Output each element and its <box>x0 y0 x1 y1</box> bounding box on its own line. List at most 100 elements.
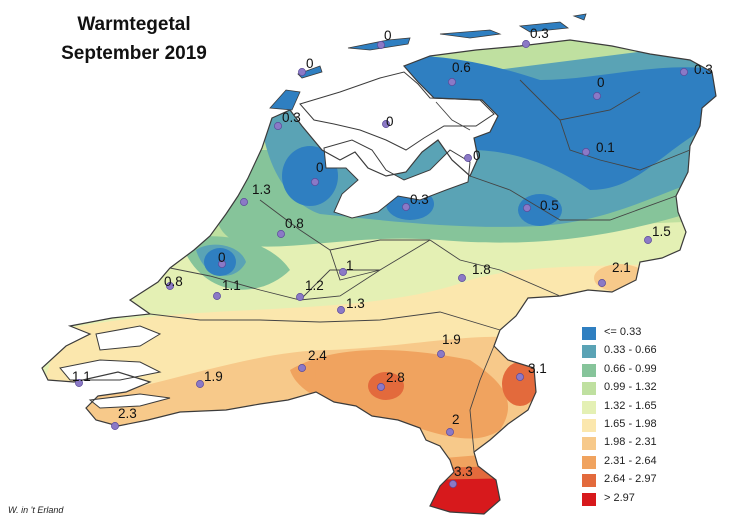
station-dot <box>458 274 466 282</box>
station-dot <box>644 236 652 244</box>
station-value-label: 2.4 <box>308 348 327 363</box>
legend-swatch <box>582 492 596 506</box>
station-value-label: 1.8 <box>472 262 491 277</box>
weather-station: 1.9 <box>196 369 223 388</box>
station-dot <box>274 122 282 130</box>
station-value-label: 3.3 <box>454 464 473 479</box>
station-dot <box>437 350 445 358</box>
weather-station: 1.5 <box>644 224 671 244</box>
map-title: Warmtegetal September 2019 <box>34 10 234 68</box>
weather-station: 1.3 <box>337 296 365 314</box>
legend-label: 1.65 - 1.98 <box>604 418 657 430</box>
station-value-label: 1.9 <box>204 369 223 384</box>
legend-label: 0.99 - 1.32 <box>604 381 657 394</box>
station-value-label: 2 <box>452 412 460 427</box>
legend-label: 0.33 - 0.66 <box>604 344 657 357</box>
legend-item: 1.32 - 1.65 <box>582 399 722 417</box>
station-dot <box>277 230 285 238</box>
map-title-line-2: September 2019 <box>61 43 207 64</box>
station-value-label: 0.3 <box>282 110 301 125</box>
station-dot <box>196 380 204 388</box>
station-dot <box>377 383 385 391</box>
legend-swatch <box>582 419 596 432</box>
station-dot <box>111 422 119 430</box>
station-value-label: 0 <box>473 148 481 163</box>
station-value-label: 0 <box>316 160 324 175</box>
station-value-label: 1.5 <box>652 224 671 239</box>
weather-station: 1.3 <box>240 182 271 206</box>
station-value-label: 0.3 <box>694 62 713 77</box>
weather-station: 0.3 <box>522 26 549 48</box>
station-value-label: 0 <box>306 56 314 71</box>
station-value-label: 2.1 <box>612 260 631 275</box>
weather-station: 0 <box>218 250 226 268</box>
station-value-label: 1.3 <box>346 296 365 311</box>
weather-station: 1.9 <box>437 332 461 358</box>
weather-station: 1 <box>339 258 354 276</box>
station-value-label: 0.3 <box>530 26 549 41</box>
weather-station: 0 <box>464 148 481 163</box>
station-value-label: 0.8 <box>285 216 304 231</box>
station-value-label: 0 <box>218 250 226 265</box>
station-dot <box>311 178 319 186</box>
weather-station: 1.8 <box>458 262 491 282</box>
legend-label: 2.31 - 2.64 <box>604 454 657 467</box>
legend-swatch <box>582 400 596 414</box>
weather-station: 2.4 <box>298 348 327 372</box>
weather-station: 0.8 <box>277 216 304 238</box>
legend-label: <= 0.33 <box>604 326 642 338</box>
island-ameland <box>439 29 502 39</box>
station-dot <box>298 364 306 372</box>
island-schiermonnikoog <box>518 21 570 33</box>
legend-swatch <box>582 474 596 488</box>
station-value-label: 0.6 <box>452 60 471 75</box>
weather-station: 0 <box>593 75 605 100</box>
legend-swatch <box>582 327 596 340</box>
legend-item: > 2.97 <box>582 491 722 509</box>
station-value-label: 0.8 <box>164 274 183 289</box>
station-dot <box>240 198 248 206</box>
map-title-line-1: Warmtegetal <box>77 14 191 35</box>
legend-label: 2.64 - 2.97 <box>604 473 657 486</box>
station-value-label: 1.1 <box>222 278 241 293</box>
station-dot <box>166 282 174 290</box>
station-dot <box>218 260 226 268</box>
legend-item: 1.65 - 1.98 <box>582 417 722 435</box>
author-credit: W. in 't Erland <box>8 505 64 515</box>
weather-station: 0.5 <box>523 198 559 213</box>
station-dot <box>523 204 531 212</box>
weather-station: 0 <box>377 28 392 49</box>
station-dot <box>449 480 457 488</box>
station-value-label: 2.3 <box>118 406 137 421</box>
station-dot <box>402 203 410 211</box>
weather-station: 0.1 <box>582 140 615 156</box>
island-rottumeroog <box>572 13 587 21</box>
station-dot <box>298 68 306 76</box>
station-dot <box>593 92 601 100</box>
legend-label: 1.98 - 2.31 <box>604 436 657 449</box>
station-dot <box>680 68 688 76</box>
island-texel <box>269 89 301 111</box>
station-value-label: 2.8 <box>386 370 405 385</box>
station-value-label: 1.1 <box>72 369 91 384</box>
wadden-sea <box>299 71 495 151</box>
weather-station: 3.1 <box>516 361 547 381</box>
station-value-label: 0.3 <box>410 192 429 207</box>
estuary-1 <box>95 325 162 351</box>
legend-item: <= 0.33 <box>582 325 722 343</box>
station-dot <box>446 428 454 436</box>
legend-label: 0.66 - 0.99 <box>604 362 657 375</box>
station-value-label: 0 <box>384 28 392 43</box>
station-value-label: 1.2 <box>305 278 324 293</box>
weather-station: 0.3 <box>402 192 429 211</box>
weather-station: 0.6 <box>448 60 471 86</box>
station-dot <box>213 292 221 300</box>
weather-station: 0.3 <box>274 110 301 130</box>
station-value-label: 1.9 <box>442 332 461 347</box>
legend-swatch <box>582 455 596 469</box>
legend-item: 0.99 - 1.32 <box>582 380 722 398</box>
station-dot <box>382 120 390 128</box>
station-dot <box>296 293 304 301</box>
